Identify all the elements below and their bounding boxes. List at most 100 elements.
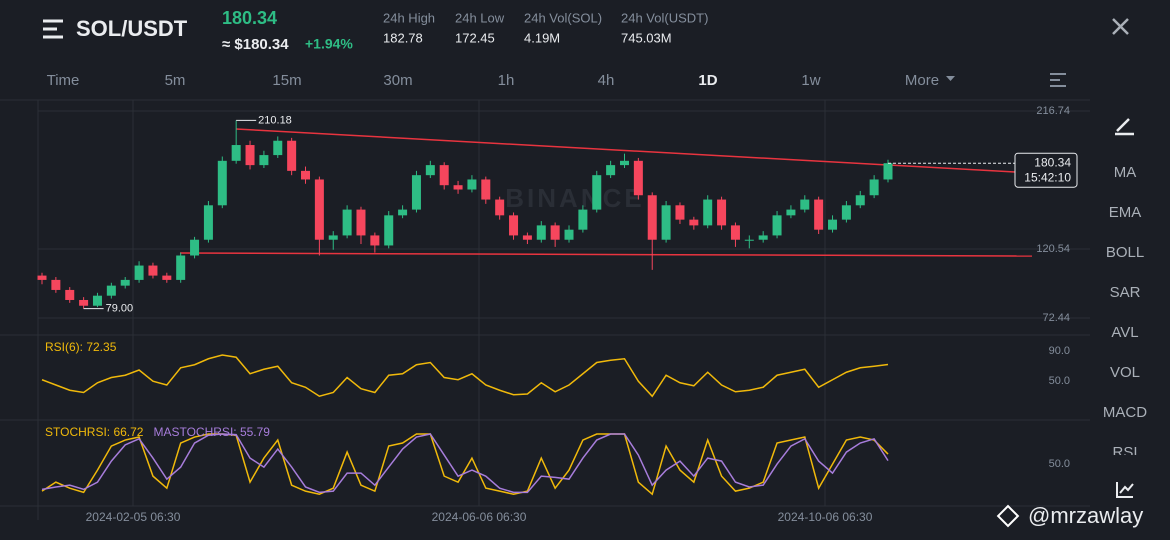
candle-body — [467, 179, 477, 190]
dropdown-arrow — [946, 76, 955, 81]
close-icon[interactable] — [1112, 18, 1129, 35]
candle-body — [730, 225, 740, 240]
indicator-line — [41, 354, 889, 398]
candle-body — [453, 185, 463, 190]
time-label: 2024-02-05 06:30 — [86, 510, 181, 524]
indicator-line — [41, 433, 889, 494]
candle-body — [647, 195, 657, 240]
candle-body — [259, 155, 269, 166]
candle-body — [51, 279, 61, 290]
time-label: 2024-06-06 06:30 — [432, 510, 527, 524]
watermark: BINANCE — [505, 183, 644, 213]
stat-label: 24h Low — [455, 10, 505, 25]
stat-value: 172.45 — [455, 30, 495, 45]
chart-icon[interactable] — [1116, 482, 1134, 498]
settings-icon[interactable] — [1050, 73, 1066, 87]
candle-body — [273, 140, 283, 156]
stat-value: 182.78 — [383, 30, 423, 45]
indicator-list: MA EMA BOLL SAR AVL VOL MACD RSI — [1103, 164, 1147, 461]
candle-body — [314, 179, 324, 240]
candle-body — [703, 199, 713, 226]
timeframe[interactable]: 5m — [165, 72, 186, 89]
timeframe[interactable]: 15m — [272, 72, 301, 89]
indicator[interactable]: EMA — [1109, 204, 1142, 221]
timeframe[interactable]: 1w — [801, 72, 820, 89]
candle-body — [398, 209, 408, 216]
draw-icon[interactable] — [1115, 118, 1134, 136]
candle-body — [689, 219, 699, 226]
candle-body — [328, 235, 338, 240]
indicator[interactable]: RSI — [1112, 444, 1137, 461]
timeframe[interactable]: More — [905, 72, 939, 89]
y-tick-label: 72.44 — [1042, 312, 1070, 324]
candle-body — [301, 170, 311, 180]
stat-label: 24h Vol(SOL) — [524, 10, 602, 25]
timeframe[interactable]: Time — [47, 72, 80, 89]
candle-body — [619, 160, 629, 166]
indicator[interactable]: VOL — [1110, 364, 1140, 381]
candle-body — [592, 175, 602, 210]
y-tick-label: 50.0 — [1049, 458, 1070, 470]
candle-body — [578, 209, 588, 230]
candle-body — [661, 205, 671, 240]
candle-body — [495, 199, 505, 216]
candle-body — [481, 179, 491, 200]
candle-body — [217, 160, 227, 206]
candle-body — [841, 205, 851, 220]
candle-body — [120, 279, 130, 286]
indicator-legend: RSI(6): 72.35 — [45, 340, 117, 354]
candle-body — [758, 235, 768, 240]
candle-body — [65, 289, 75, 300]
low-label: 79.00 — [106, 303, 134, 315]
stat-value: 4.19M — [524, 30, 560, 45]
indicator[interactable]: SAR — [1110, 284, 1141, 301]
candle-body — [606, 165, 616, 176]
candle-body — [522, 235, 532, 240]
price: 180.34 — [222, 8, 277, 28]
candle-body — [869, 179, 879, 196]
candle-body — [717, 199, 727, 226]
y-tick-label: 120.54 — [1036, 243, 1070, 255]
candle-body — [356, 209, 366, 236]
candle-body — [536, 225, 546, 240]
candle-body — [231, 145, 241, 161]
candle-body — [509, 215, 519, 236]
stat-label: 24h High — [383, 10, 435, 25]
candle-body — [883, 163, 893, 180]
indicator[interactable]: BOLL — [1106, 244, 1144, 261]
menu-icon[interactable] — [43, 19, 63, 39]
credit: @mrzawlay — [1028, 503, 1143, 528]
candle-body — [564, 229, 574, 240]
indicator[interactable]: AVL — [1111, 324, 1138, 341]
candle-body — [800, 199, 810, 210]
time-label: 2024-10-06 06:30 — [778, 510, 873, 524]
candle-body — [550, 225, 560, 240]
candle-body — [772, 215, 782, 236]
timeframe[interactable]: 1h — [498, 72, 515, 89]
candle-body — [176, 255, 186, 280]
candle-body — [148, 265, 158, 276]
indicator[interactable]: MA — [1114, 164, 1137, 181]
timeframe[interactable]: 4h — [598, 72, 615, 89]
candle-body — [675, 205, 685, 220]
credit-icon — [996, 504, 1020, 528]
candle-body — [79, 299, 89, 306]
stat-label: 24h Vol(USDT) — [621, 10, 708, 25]
candle-body — [370, 235, 380, 246]
y-tick-label: 90.0 — [1049, 345, 1070, 357]
candle-body — [439, 165, 449, 186]
candle-body — [245, 145, 255, 166]
change: +1.94% — [305, 36, 353, 52]
panel-borders — [0, 99, 1090, 520]
indicator[interactable]: MACD — [1103, 404, 1147, 421]
timeframe[interactable]: 1D — [698, 72, 717, 89]
indicator-legend: STOCHRSI: 66.72 — [45, 425, 144, 439]
candle-body — [92, 295, 102, 306]
candle-body — [162, 275, 172, 280]
indicator-legend: MASTOCHRSI: 55.79 — [153, 425, 270, 439]
pair[interactable]: SOL/USDT — [76, 16, 188, 41]
timeframe[interactable]: 30m — [383, 72, 412, 89]
candle-body — [342, 209, 352, 236]
candle-body — [855, 195, 865, 206]
